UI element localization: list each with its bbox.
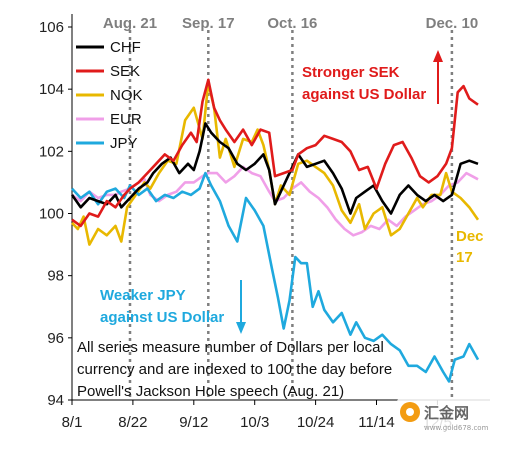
annotation-dec17: Dec 17 bbox=[456, 228, 484, 266]
y-tick-label: 104 bbox=[39, 81, 64, 98]
y-tick-label: 106 bbox=[39, 19, 64, 36]
event-label: Aug. 21 bbox=[103, 15, 157, 32]
series-line-jpy bbox=[71, 171, 480, 383]
annotation-sek-line1: Stronger SEK bbox=[302, 64, 400, 81]
legend: CHF SEK NOK EUR JPY bbox=[76, 39, 143, 152]
footnote-line1: All series measure number of Dollars per… bbox=[77, 339, 384, 356]
annotation-dec17-line2: 17 bbox=[456, 249, 473, 266]
legend-label-eur: EUR bbox=[110, 111, 142, 128]
annotation-jpy-line2: against US Dollar bbox=[100, 309, 224, 326]
annotation-jpy-line1: Weaker JPY bbox=[100, 287, 186, 304]
x-tick-label: 11/14 bbox=[358, 414, 394, 431]
legend-label-nok: NOK bbox=[110, 87, 143, 104]
series-lines bbox=[70, 78, 480, 383]
x-tick-label: 10/24 bbox=[297, 414, 335, 431]
footnote-line3: Powell's Jackson Hole speech (Aug. 21) bbox=[77, 383, 344, 400]
y-axis-ticks: 106 104 102 100 98 96 94 bbox=[39, 19, 72, 409]
annotation-stronger-sek: Stronger SEK against US Dollar bbox=[302, 50, 443, 104]
series-line-sek bbox=[71, 78, 479, 228]
series-line-chf bbox=[70, 122, 479, 215]
y-tick-label: 102 bbox=[39, 143, 64, 160]
y-tick-label: 98 bbox=[47, 268, 64, 285]
footnote: All series measure number of Dollars per… bbox=[77, 339, 392, 400]
event-label: Oct. 16 bbox=[267, 15, 317, 32]
x-tick-label: 10/3 bbox=[240, 414, 269, 431]
legend-label-jpy: JPY bbox=[110, 135, 138, 152]
y-tick-label: 96 bbox=[47, 330, 64, 347]
series-line-nok bbox=[71, 81, 480, 246]
annotation-sek-line2: against US Dollar bbox=[302, 86, 426, 103]
legend-label-chf: CHF bbox=[110, 39, 141, 56]
watermark-background bbox=[396, 398, 512, 440]
arrow-down-head-icon bbox=[236, 322, 246, 334]
x-tick-label: 8/22 bbox=[118, 414, 147, 431]
annotation-dec17-line1: Dec bbox=[456, 228, 484, 245]
watermark-logo-inner-icon bbox=[406, 408, 414, 416]
y-tick-label: 94 bbox=[47, 392, 64, 409]
x-tick-label: 8/1 bbox=[62, 414, 83, 431]
x-tick-label: 9/12 bbox=[179, 414, 208, 431]
annotation-weaker-jpy: Weaker JPY against US Dollar bbox=[100, 280, 246, 334]
footnote-line2: currency and are indexed to 100 the day … bbox=[77, 361, 392, 378]
arrow-up-head-icon bbox=[433, 50, 443, 62]
watermark-subtext: www.gold678.com bbox=[424, 424, 489, 432]
legend-label-sek: SEK bbox=[110, 63, 140, 80]
event-label: Sep. 17 bbox=[182, 15, 235, 32]
y-tick-label: 100 bbox=[39, 206, 64, 223]
watermark: 汇金网 www.gold678.com bbox=[396, 398, 512, 440]
event-label: Dec. 10 bbox=[426, 15, 479, 32]
event-markers: Aug. 21 Sep. 17 Oct. 16 Dec. 10 bbox=[103, 15, 478, 400]
watermark-text: 汇金网 bbox=[424, 404, 469, 422]
